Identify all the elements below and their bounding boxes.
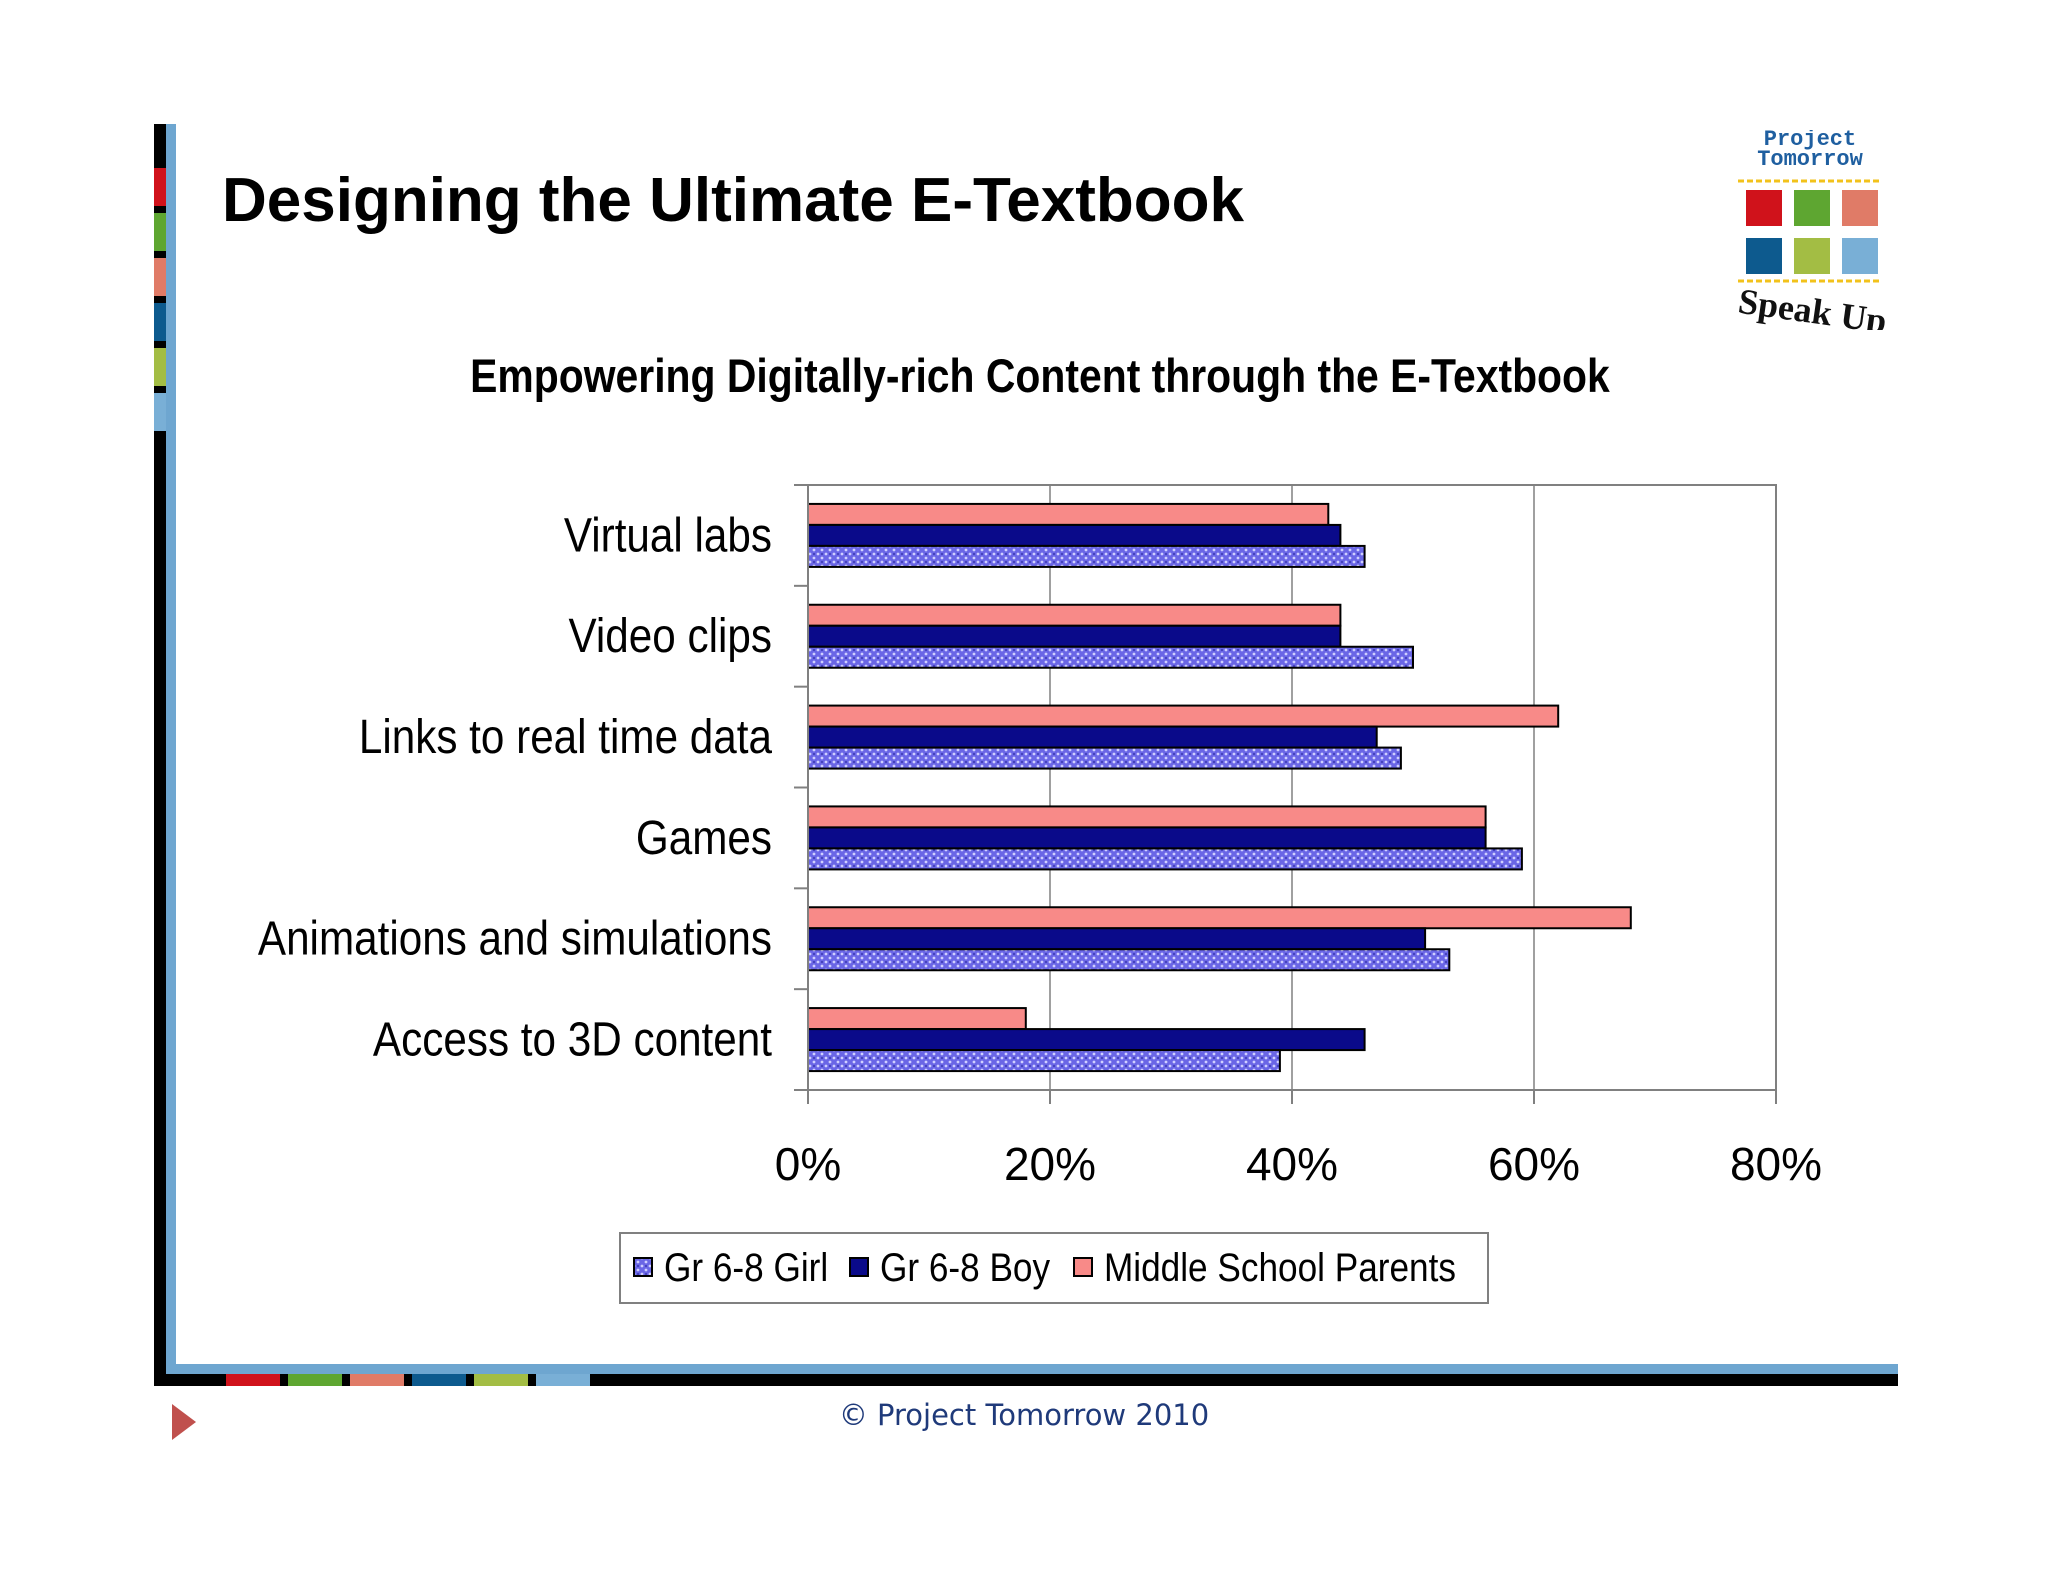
frame-color-block	[288, 1374, 342, 1386]
bar-middle-school-parents	[807, 805, 1487, 829]
logo-name-line2: Tomorrow	[1757, 147, 1863, 172]
legend-label: Middle School Parents	[1104, 1245, 1456, 1290]
frame-bottom-color-blocks	[226, 1374, 590, 1386]
legend-swatch	[1073, 1257, 1093, 1277]
chart-title-container: Empowering Digitally-rich Content throug…	[240, 348, 1840, 403]
logo-name: Project Tomorrow	[1730, 130, 1890, 172]
bar-gr-6-8-boy	[807, 1028, 1366, 1052]
legend-box	[619, 1232, 1489, 1304]
x-tick-label: 40%	[1246, 1138, 1338, 1190]
frame-color-block	[226, 1374, 280, 1386]
logo-square	[1842, 190, 1878, 226]
footer-arrow-icon	[172, 1404, 196, 1440]
logo-square	[1746, 238, 1782, 274]
footer-copyright: © Project Tomorrow 2010	[838, 1398, 1210, 1432]
frame-color-block	[154, 393, 166, 431]
logo-square	[1794, 190, 1830, 226]
logo-square	[1842, 238, 1878, 274]
category-label: Links to real time data	[359, 710, 773, 764]
frame-left-color-blocks	[154, 168, 166, 431]
x-tick-label: 20%	[1004, 1138, 1096, 1190]
gridlines	[1049, 485, 1535, 1090]
bar-middle-school-parents	[807, 603, 1342, 627]
frame-color-block	[154, 348, 166, 386]
bars	[807, 502, 1632, 1073]
project-tomorrow-logo: Project Tomorrow Speak Up	[1730, 130, 1890, 330]
frame-color-block	[154, 303, 166, 341]
frame-color-block	[154, 258, 166, 296]
bar-gr-6-8-girl	[807, 645, 1414, 669]
bar-gr-6-8-girl	[807, 746, 1402, 770]
logo-name-line1: Project	[1763, 130, 1857, 152]
frame-left-black-bar	[154, 124, 166, 1386]
bar-gr-6-8-girl	[807, 544, 1366, 568]
legend-label: Gr 6-8 Boy	[880, 1245, 1050, 1290]
category-label: Virtual labs	[564, 508, 772, 562]
x-tick-labels: 0% 20% 40% 60% 80%	[775, 1138, 1822, 1190]
frame-bottom-blue-bar	[176, 1364, 1898, 1374]
bar-middle-school-parents	[807, 502, 1330, 526]
x-tick-label: 60%	[1488, 1138, 1580, 1190]
logo-square	[1746, 190, 1782, 226]
bar-gr-6-8-boy	[807, 523, 1342, 547]
category-labels: Virtual labs Video clips Links to real tim…	[258, 508, 773, 1066]
legend-swatch	[633, 1257, 653, 1277]
bar-chart: Virtual labs Video clips Links to real tim…	[258, 484, 1822, 1304]
bar-middle-school-parents	[807, 704, 1560, 728]
frame-left-blue-bar	[166, 124, 176, 1374]
category-label: Animations and simulations	[258, 911, 772, 965]
bar-middle-school-parents	[807, 906, 1632, 930]
x-tick-label: 0%	[775, 1138, 841, 1190]
bar-gr-6-8-boy	[807, 826, 1487, 850]
bar-gr-6-8-girl	[807, 847, 1523, 871]
slide-title: Designing the Ultimate E-Textbook	[222, 166, 1244, 235]
category-label: Access to 3D content	[373, 1012, 772, 1066]
legend-label: Gr 6-8 Girl	[664, 1245, 828, 1290]
frame-color-block	[154, 213, 166, 251]
bar-gr-6-8-boy	[807, 624, 1342, 648]
frame-color-block	[154, 168, 166, 206]
x-tick-label: 80%	[1730, 1138, 1822, 1190]
axes	[794, 484, 1777, 1104]
frame-color-block	[350, 1374, 404, 1386]
logo-squares	[1738, 179, 1882, 283]
chart-title: Empowering Digitally-rich Content throug…	[470, 349, 1610, 402]
bar-gr-6-8-boy	[807, 725, 1378, 749]
bar-middle-school-parents	[807, 1007, 1027, 1031]
legend-swatch	[849, 1257, 869, 1277]
bar-gr-6-8-girl	[807, 948, 1451, 972]
frame-color-block	[536, 1374, 590, 1386]
category-label: Games	[636, 810, 772, 864]
frame-color-block	[412, 1374, 466, 1386]
logo-square	[1794, 238, 1830, 274]
category-label: Video clips	[569, 609, 772, 663]
bar-gr-6-8-boy	[807, 927, 1427, 951]
legend: Gr 6-8 Girl Gr 6-8 Boy Middle School Paren…	[619, 1232, 1489, 1304]
bar-gr-6-8-girl	[807, 1049, 1281, 1073]
frame-color-block	[474, 1374, 528, 1386]
